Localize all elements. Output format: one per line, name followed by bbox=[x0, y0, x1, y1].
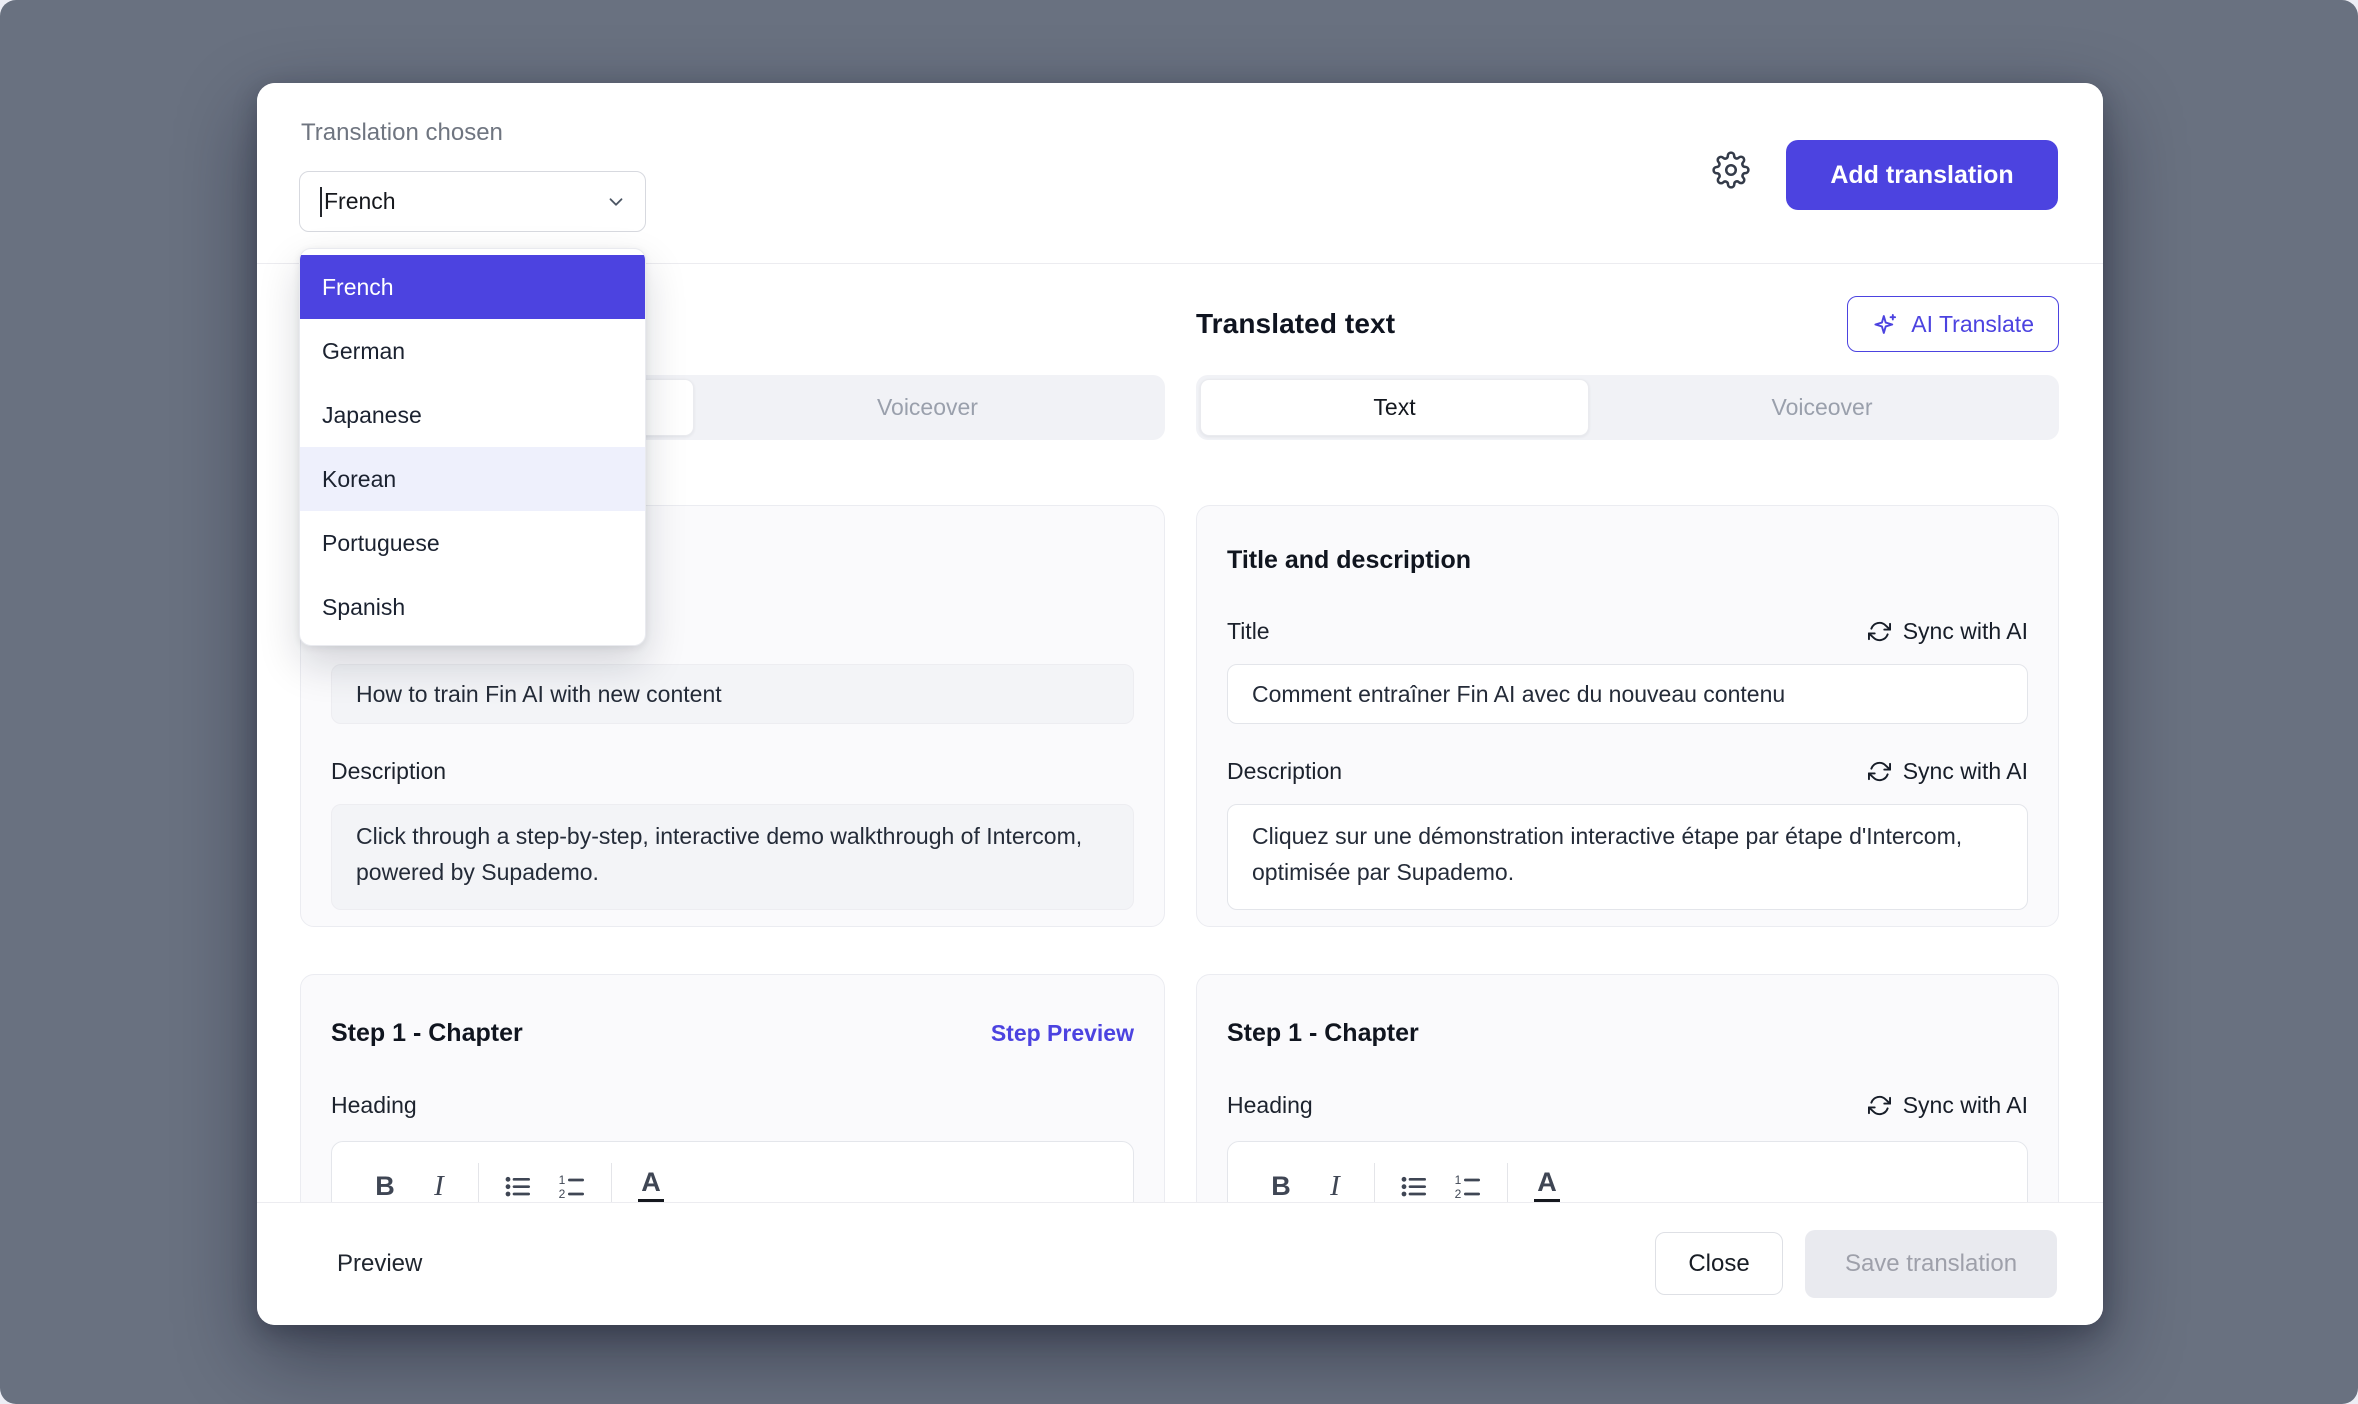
sync-with-ai-button[interactable]: Sync with AI bbox=[1867, 617, 2028, 645]
translated-panel: Translated text AI Translate Text Voi bbox=[1196, 264, 2059, 1202]
step-preview-link[interactable]: Step Preview bbox=[990, 1019, 1134, 1046]
settings-button[interactable] bbox=[1706, 145, 1756, 195]
translation-modal: Translation chosen French Add translatio… bbox=[257, 83, 2103, 1325]
translated-panel-header: Translated text AI Translate bbox=[1196, 296, 2059, 352]
italic-button[interactable]: I bbox=[1308, 1162, 1362, 1202]
sync-label: Sync with AI bbox=[1902, 617, 2028, 644]
translated-step-card: Step 1 - Chapter Heading Sync with AI B bbox=[1196, 974, 2059, 1202]
card-heading: Title and description bbox=[1227, 546, 1472, 574]
svg-text:2: 2 bbox=[1455, 1187, 1462, 1201]
language-select-value: French bbox=[324, 188, 396, 214]
sync-icon bbox=[1867, 620, 1891, 643]
language-dropdown: French German Japanese Korean Portuguese… bbox=[299, 248, 646, 646]
text-cursor bbox=[320, 186, 322, 217]
bullet-list-button[interactable] bbox=[491, 1162, 545, 1202]
language-select[interactable]: French bbox=[299, 171, 646, 232]
close-button[interactable]: Close bbox=[1655, 1232, 1783, 1295]
original-title-input[interactable]: How to train Fin AI with new content bbox=[331, 664, 1134, 724]
ai-translate-button[interactable]: AI Translate bbox=[1847, 296, 2059, 352]
dropdown-item-korean[interactable]: Korean bbox=[300, 447, 645, 511]
original-editor-toolbar: B I 1 bbox=[331, 1141, 1134, 1202]
ordered-list-button[interactable]: 1 2 bbox=[1441, 1162, 1495, 1202]
sync-label: Sync with AI bbox=[1902, 757, 2028, 784]
title-label: Title bbox=[1227, 617, 1270, 644]
toolbar-divider bbox=[478, 1163, 479, 1202]
italic-button[interactable]: I bbox=[412, 1162, 466, 1202]
step-heading: Step 1 - Chapter bbox=[1227, 1018, 1419, 1047]
ai-translate-label: AI Translate bbox=[1911, 310, 2034, 337]
text-color-button[interactable]: A bbox=[624, 1162, 678, 1202]
translated-description-textarea[interactable]: Cliquez sur une démonstration interactiv… bbox=[1227, 804, 2028, 910]
toolbar-divider bbox=[611, 1163, 612, 1202]
text-color-button[interactable]: A bbox=[1520, 1162, 1574, 1202]
dropdown-item-portuguese[interactable]: Portuguese bbox=[322, 529, 440, 556]
bullet-list-button[interactable] bbox=[1387, 1162, 1441, 1202]
sparkle-icon bbox=[1872, 311, 1899, 338]
sync-icon bbox=[1867, 760, 1891, 783]
add-translation-button[interactable]: Add translation bbox=[1786, 140, 2058, 210]
step-heading: Step 1 - Chapter bbox=[331, 1018, 523, 1047]
description-label: Description bbox=[1227, 757, 1343, 784]
translated-tabs: Text Voiceover bbox=[1196, 375, 2059, 440]
description-label: Description bbox=[331, 757, 447, 784]
chevron-down-icon bbox=[605, 191, 627, 213]
sync-label: Sync with AI bbox=[1902, 1091, 2028, 1118]
dropdown-item-french[interactable]: French bbox=[300, 255, 645, 319]
ordered-list-button[interactable]: 1 2 bbox=[545, 1162, 599, 1202]
tab-voiceover-translated[interactable]: Voiceover bbox=[1771, 394, 1873, 420]
dropdown-item-spanish[interactable]: Spanish bbox=[322, 593, 406, 620]
dropdown-item-german[interactable]: German bbox=[322, 337, 406, 364]
svg-text:2: 2 bbox=[559, 1187, 566, 1201]
sync-icon bbox=[1867, 1094, 1891, 1117]
toolbar-divider bbox=[1374, 1163, 1375, 1202]
sync-with-ai-button[interactable]: Sync with AI bbox=[1867, 1091, 2028, 1119]
dropdown-item-japanese[interactable]: Japanese bbox=[322, 401, 422, 428]
tab-text-translated[interactable]: Text bbox=[1200, 379, 1590, 436]
svg-text:1: 1 bbox=[1455, 1173, 1462, 1187]
bold-button[interactable]: B bbox=[1254, 1162, 1308, 1202]
bold-button[interactable]: B bbox=[358, 1162, 412, 1202]
original-description-textarea[interactable]: Click through a step-by-step, interactiv… bbox=[331, 804, 1134, 910]
gear-icon bbox=[1712, 151, 1750, 189]
original-title-description-card: Title and description Title How to train… bbox=[300, 505, 1165, 927]
translated-editor-toolbar: B I 1 bbox=[1227, 1141, 2028, 1202]
modal-header: Translation chosen French Add translatio… bbox=[257, 83, 2103, 264]
toolbar-divider bbox=[1507, 1163, 1508, 1202]
translation-chosen-label: Translation chosen bbox=[301, 119, 503, 146]
sync-with-ai-button[interactable]: Sync with AI bbox=[1867, 757, 2028, 785]
heading-label: Heading bbox=[1227, 1091, 1313, 1118]
tab-voiceover-original[interactable]: Voiceover bbox=[876, 394, 978, 420]
heading-label: Heading bbox=[331, 1091, 417, 1118]
original-step-card: Step 1 - Chapter Step Preview Heading B … bbox=[300, 974, 1165, 1202]
modal-footer: Preview Close Save translation bbox=[257, 1202, 2103, 1325]
save-translation-button[interactable]: Save translation bbox=[1805, 1230, 2057, 1298]
translated-text-heading: Translated text bbox=[1196, 308, 1396, 339]
translated-title-input[interactable]: Comment entraîner Fin AI avec du nouveau… bbox=[1227, 664, 2028, 724]
translated-title-description-card: Title and description Title Sync with AI… bbox=[1196, 505, 2059, 927]
svg-text:1: 1 bbox=[559, 1173, 566, 1187]
preview-button[interactable]: Preview bbox=[331, 1249, 428, 1279]
